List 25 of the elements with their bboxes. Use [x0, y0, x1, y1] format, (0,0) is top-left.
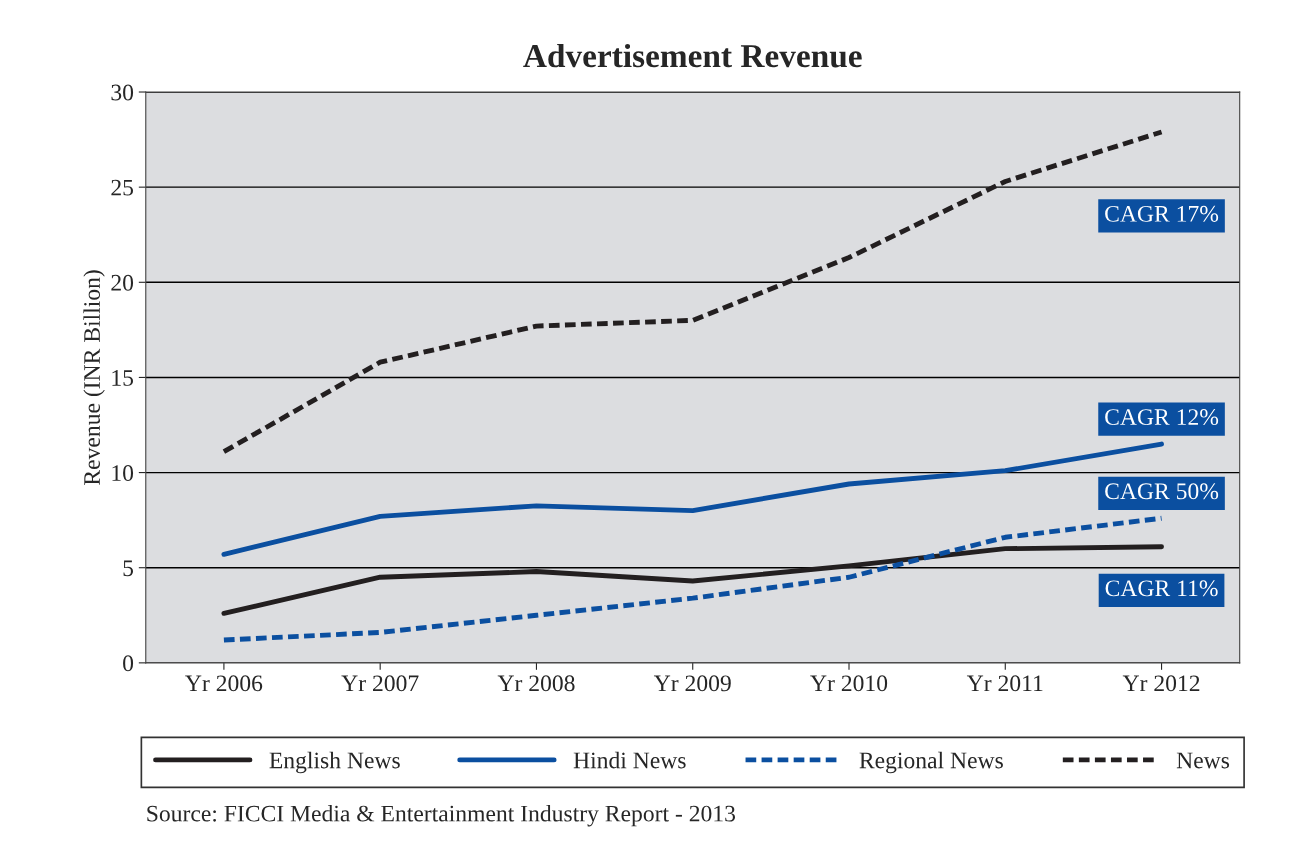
legend-label: Regional News — [859, 751, 1003, 774]
annotation: CAGR 50% — [1105, 483, 1219, 500]
x-tick-label: Yr 2011 — [966, 675, 1043, 692]
legend-label: English News — [269, 751, 400, 774]
annotation: CAGR 12% — [1105, 409, 1219, 426]
y-tick-label: 10 — [112, 465, 134, 481]
y-tick-label: 30 — [111, 84, 134, 101]
y-tick-label: 5 — [123, 560, 134, 577]
annotation: CAGR 11% — [1105, 580, 1218, 597]
x-tick-label: Yr 2008 — [497, 675, 575, 692]
x-tick-label: Yr 2010 — [810, 675, 888, 692]
x-tick-label: Yr 2006 — [185, 675, 263, 692]
chart-title: Advertisement Revenue — [523, 43, 862, 68]
annotation: CAGR 17% — [1105, 205, 1219, 222]
x-tick-label: Yr 2012 — [1122, 675, 1200, 692]
source-note: Source: FICCI Media & Entertainment Industry Report - 2013 — [147, 804, 736, 827]
x-tick-label: Yr 2007 — [341, 675, 419, 692]
y-tick-label: 20 — [111, 274, 134, 291]
y-tick-label: 0 — [123, 655, 134, 672]
legend-label: News — [1176, 752, 1230, 769]
x-tick-label: Yr 2009 — [653, 675, 731, 692]
legend-label: Hindi News — [573, 751, 686, 769]
y-tick-label: 15 — [112, 370, 134, 386]
y-tick-label: 25 — [111, 179, 134, 196]
y-axis-title: Revenue (INR Billion) — [83, 270, 105, 485]
